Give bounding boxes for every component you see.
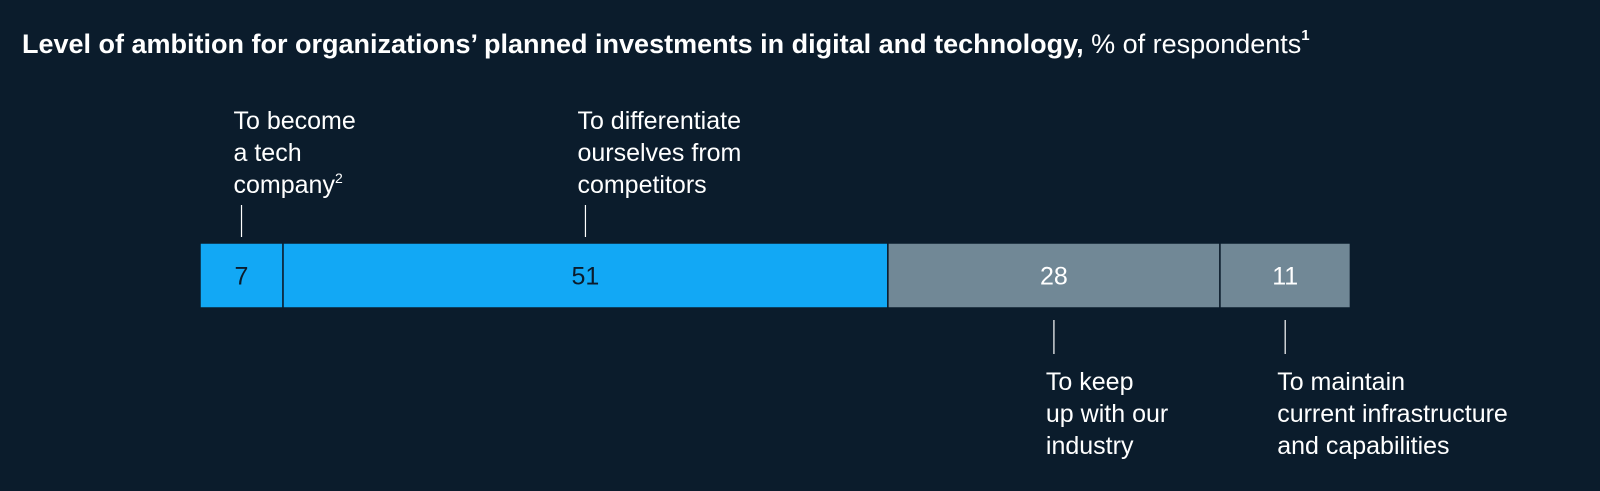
chart-title: Level of ambition for organizations’ pla… (22, 26, 1310, 62)
chart-title-unit: % of respondents (1091, 29, 1302, 59)
data-label: 7 (235, 263, 249, 291)
category-label: To differentiate ourselves from competitor… (577, 107, 741, 199)
category-label: To keep up with our industry (1046, 368, 1168, 460)
category-label: To maintain current infrastructure and cap… (1277, 368, 1508, 460)
data-label: 51 (572, 263, 600, 291)
chart-title-main: Level of ambition for organizations’ pla… (22, 29, 1084, 59)
bar-segment (887, 242, 1221, 309)
chart-title-footnote: 1 (1301, 27, 1310, 44)
bar-segment (282, 242, 889, 309)
data-label: 11 (1272, 263, 1298, 291)
bar-segment (199, 242, 284, 309)
data-label: 28 (1040, 263, 1068, 291)
category-label: To become a tech company2 (234, 107, 356, 199)
bar-segment (1219, 242, 1352, 309)
